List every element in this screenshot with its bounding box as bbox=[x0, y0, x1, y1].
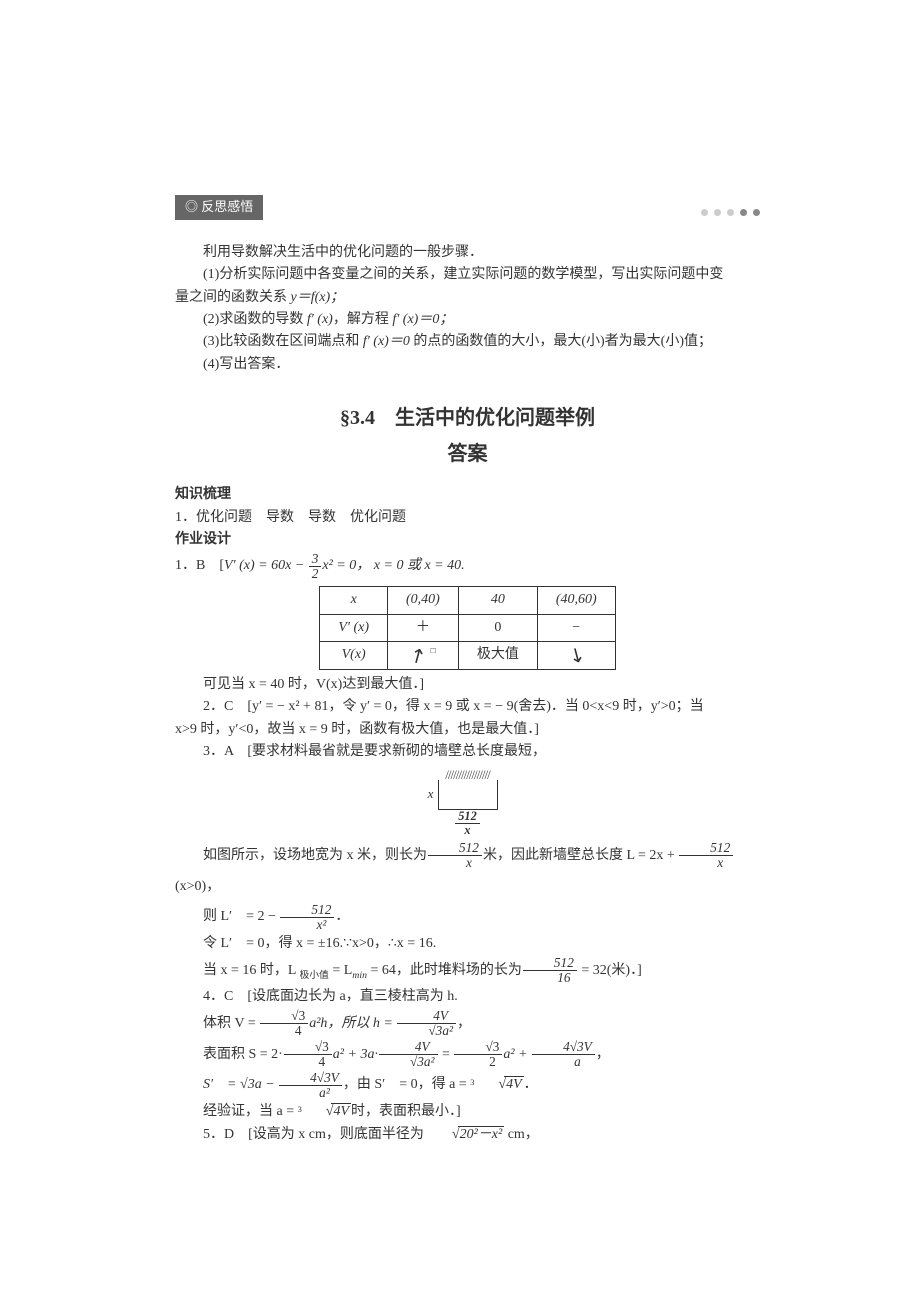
q3-p1: 如图所示，设场地宽为 x 米，则长为512x米，因此新墙壁总长度 L = 2x … bbox=[175, 841, 760, 903]
relation-formula: y＝f(x)； bbox=[291, 290, 345, 305]
title-sub: 答案 bbox=[175, 438, 760, 470]
intro-step4: (4)写出答案． bbox=[175, 354, 760, 376]
q4-p4: 经验证，当 a = 34V时，表面积最小．] bbox=[175, 1101, 760, 1123]
q1-conclusion: 可见当 x = 40 时，V(x)达到最大值．] bbox=[175, 674, 760, 696]
knowledge-line: 1．优化问题 导数 导数 优化问题 bbox=[175, 507, 760, 529]
knowledge-heading: 知识梳理 bbox=[175, 484, 760, 506]
q5: 5．D [设高为 x cm，则底面半径为20²－x² cm， bbox=[175, 1124, 760, 1146]
q1-line: 1．B [V′ (x) = 60x − 32x² = 0， x = 0 或 x … bbox=[175, 551, 760, 582]
q3-lead: 3．A [要求材料最省就是要求新砌的墙壁总长度最短， bbox=[175, 741, 760, 763]
intro-step2: (2)求函数的导数 f′ (x)，解方程 f′ (x)＝0； bbox=[175, 309, 760, 331]
header-row: ◎ 反思感悟 bbox=[175, 195, 760, 230]
title-main: §3.4 生活中的优化问题举例 bbox=[175, 402, 760, 434]
q3-p4: 当 x = 16 时，L 极小值 = Lmin = 64，此时堆料场的长为512… bbox=[175, 956, 760, 987]
arrow-up-icon: ↗ bbox=[408, 647, 428, 665]
wall-diagram: ///////////////// x 512x bbox=[413, 770, 523, 837]
q4-p2: 表面积 S = 2·√34a² + 3a·4V√3a² = √32a² + 4√… bbox=[175, 1040, 760, 1071]
intro-step3: (3)比较函数在区间端点和 f′ (x)＝0 的点的函数值的大小，最大(小)者为… bbox=[175, 331, 760, 353]
q2-a: 2．C [y′ = − x² + 81，令 y′ = 0，得 x = 9 或 x… bbox=[175, 696, 760, 718]
q4-lead: 4．C [设底面边长为 a，直三棱柱高为 h. bbox=[175, 986, 760, 1008]
homework-heading: 作业设计 bbox=[175, 529, 760, 551]
section-badge: ◎ 反思感悟 bbox=[175, 195, 263, 220]
q3-p3: 令 L′ = 0，得 x = ±16.∵x>0，∴x = 16. bbox=[175, 933, 760, 955]
q1-table: x (0,40) 40 (40,60) V′ (x) ＋ 0 − V(x) ↗□… bbox=[319, 586, 615, 670]
q3-p2: 则 L′ = 2 − 512x²． bbox=[175, 902, 760, 933]
intro-step1-b: 量之间的函数关系 y＝f(x)； bbox=[175, 287, 760, 309]
header-dots bbox=[701, 209, 760, 216]
q4-p1: 体积 V = √34a²h，所以 h = 4V√3a²， bbox=[175, 1009, 760, 1040]
arrow-down-icon: ↘ bbox=[566, 647, 586, 665]
intro-lead: 利用导数解决生活中的优化问题的一般步骤． bbox=[175, 242, 760, 264]
q4-p3: S′ = √3a − 4√3Va²，由 S′ = 0，得 a = 34V． bbox=[175, 1070, 760, 1101]
intro-step1-a: (1)分析实际问题中各变量之间的关系，建立实际问题的数学模型，写出实际问题中变 bbox=[175, 264, 760, 286]
q2-b: x>9 时，y′<0，故当 x = 9 时，函数有极大值，也是最大值．] bbox=[175, 719, 760, 741]
